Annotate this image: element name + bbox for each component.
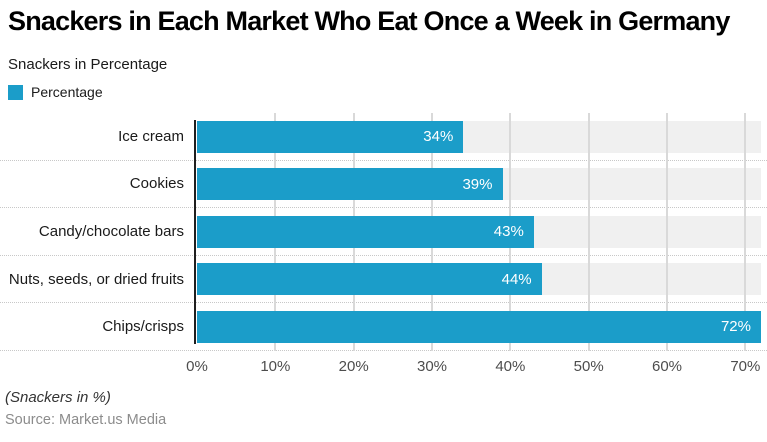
category-label: Ice cream [118,127,184,145]
chart-row: Ice cream 34% [0,113,767,161]
chart-row: Candy/chocolate bars 43% [0,208,767,256]
x-axis-tick-label: 40% [495,357,526,375]
bar-candy-chocolate-bars[interactable]: 43% [197,215,534,248]
bar-chips-crisps[interactable]: 72% [197,310,761,343]
x-axis-tick-label: 70% [730,357,761,375]
chart-row: Cookies 39% [0,161,767,209]
x-axis-tick-label: 20% [338,357,369,375]
bar-cookies[interactable]: 39% [197,168,503,201]
chart-plot-area: Ice cream 34% Cookies 39% Candy/chocolate ba… [0,113,767,351]
x-axis-tick-label: 60% [651,357,683,375]
bar-value-label: 34% [423,128,454,145]
legend-swatch-icon [8,84,23,100]
bar-value-label: 72% [720,318,751,336]
legend-label: Percentage [31,84,103,100]
bar-chart: Ice cream 34% Cookies 39% Candy/chocolate ba… [0,113,767,381]
x-axis-tick-label: 0% [186,357,208,375]
page-title: Snackers in Each Market Who Eat Once a W… [8,6,730,36]
bar-nuts-seeds-or-dried-fruits[interactable]: 44% [197,263,542,296]
bar-value-label: 43% [493,223,524,241]
category-label: Nuts, seeds, or dried fruits [8,270,184,288]
bar-value-label: 44% [501,270,532,288]
chart-subtitle: Snackers in Percentage [8,56,168,73]
x-axis-tick-label: 10% [260,357,291,375]
x-axis: 0% 10% 20% 30% 40% 50% 60% 70% [186,351,761,381]
category-label: Chips/crisps [102,318,184,336]
category-label: Candy/chocolate bars [38,222,184,240]
category-label: Cookies [129,175,184,193]
y-axis-line [194,120,196,344]
row-plot: 43% [197,208,761,255]
row-plot: 34% [197,113,761,160]
row-plot: 72% [197,303,761,350]
chart-row: Chips/crisps 72% [0,303,767,351]
row-plot: 39% [197,161,761,208]
source-text: Source: Market.us Media [5,412,167,428]
bar-ice-cream[interactable]: 34% [197,120,464,153]
bar-value-label: 39% [462,175,493,193]
x-axis-tick-label: 30% [416,357,448,375]
x-axis-tick-label: 50% [573,357,604,375]
legend-item-percentage[interactable]: Percentage [8,84,103,100]
row-plot: 44% [197,256,761,303]
chart-row: Nuts, seeds, or dried fruits 44% [0,256,767,304]
chart-note: (Snackers in %) [5,389,111,406]
